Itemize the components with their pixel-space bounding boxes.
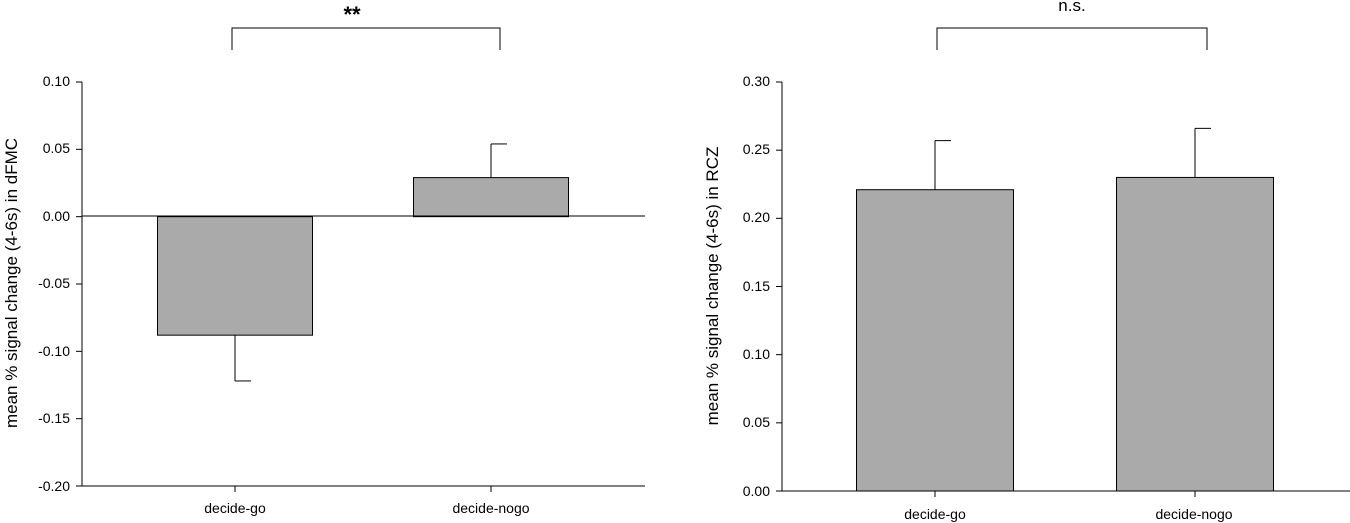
y-axis-label: mean % signal change (4-6s) in dFMC <box>2 138 21 428</box>
y-tick-label: 0.00 <box>743 483 770 499</box>
y-tick-label: -0.10 <box>38 343 70 359</box>
bar <box>1116 176 1274 492</box>
bar <box>413 177 569 218</box>
significance-label: ** <box>343 2 361 27</box>
y-tick-label: 0.00 <box>43 208 70 224</box>
y-tick-label: -0.15 <box>38 410 70 426</box>
y-axis-label: mean % signal change (4-6s) in RCZ <box>703 147 722 426</box>
x-tick-label: decide-go <box>204 500 266 516</box>
chart-dfmc: mean % signal change (4-6s) in dFMC ** d… <box>2 2 645 516</box>
y-tick-label: 0.10 <box>743 346 770 362</box>
y-tick-label: 0.30 <box>743 73 770 89</box>
y-tick-label: -0.05 <box>38 275 70 291</box>
y-tick-label: -0.20 <box>38 478 70 494</box>
chart-rcz: mean % signal change (4-6s) in RCZ n.s. … <box>703 0 1350 522</box>
x-tick-label: decide-nogo <box>452 500 529 516</box>
significance-bracket <box>936 27 1208 50</box>
significance-bracket <box>231 27 501 50</box>
bar <box>856 189 1014 492</box>
y-tick-label: 0.15 <box>743 278 770 294</box>
y-tick-label: 0.05 <box>43 140 70 156</box>
significance-label: n.s. <box>1058 0 1085 15</box>
x-tick-label: decide-go <box>904 506 966 522</box>
x-tick-label: decide-nogo <box>1155 506 1232 522</box>
y-tick-label: 0.20 <box>743 209 770 225</box>
y-tick-label: 0.25 <box>743 141 770 157</box>
y-tick-label: 0.05 <box>743 414 770 430</box>
bar <box>157 216 313 336</box>
y-tick-label: 0.10 <box>43 73 70 89</box>
